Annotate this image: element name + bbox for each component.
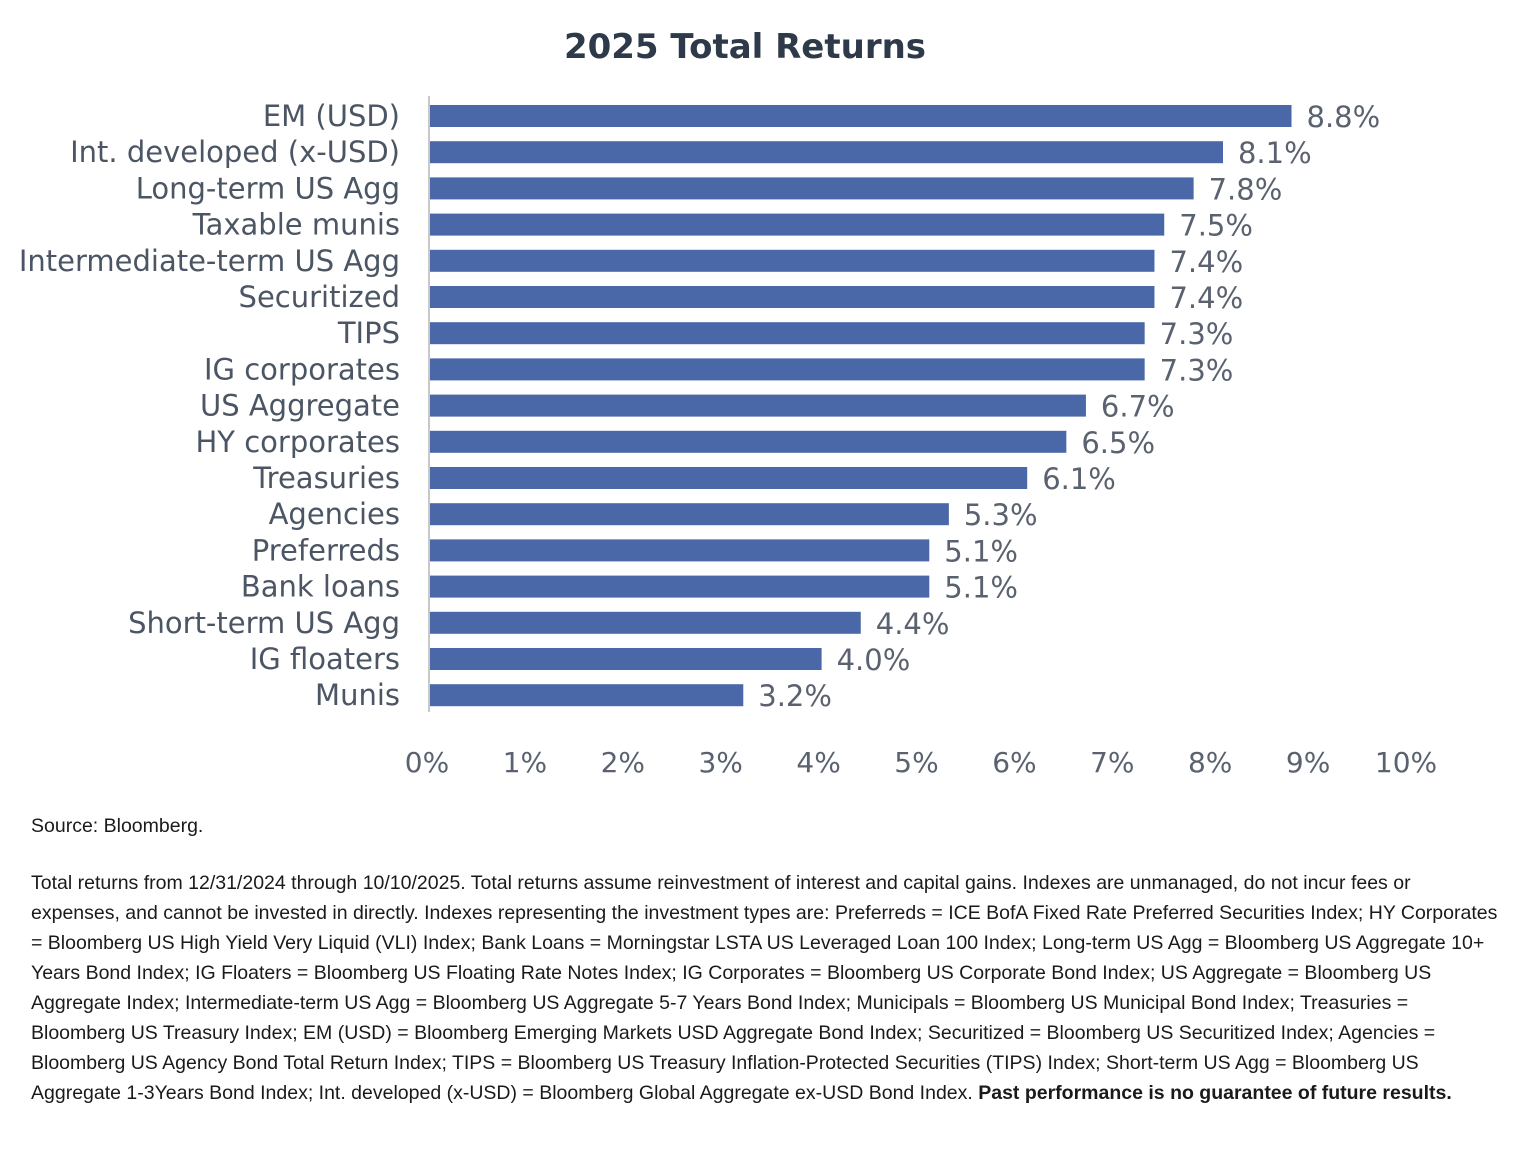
x-tick-label: 8%	[1188, 746, 1232, 779]
x-tick-label: 6%	[992, 746, 1036, 779]
value-label: 7.8%	[1209, 172, 1283, 206]
category-label: IG corporates	[204, 352, 400, 386]
value-label: 7.4%	[1169, 245, 1243, 279]
value-label: 6.7%	[1101, 390, 1175, 424]
value-label: 6.1%	[1042, 462, 1116, 496]
bar	[430, 141, 1223, 164]
category-label: Long-term US Agg	[136, 171, 400, 205]
category-label: Preferreds	[252, 533, 400, 567]
category-label: EM (USD)	[263, 99, 400, 133]
disclaimer-text: Past performance is no guarantee of futu…	[978, 1082, 1452, 1104]
x-tick-label: 3%	[698, 746, 742, 779]
bar	[430, 322, 1145, 345]
value-label: 7.4%	[1169, 281, 1243, 315]
bar	[430, 249, 1155, 272]
category-label: Taxable munis	[192, 208, 400, 242]
x-tick-label: 7%	[1090, 746, 1134, 779]
footnote-paragraph: Total returns from 12/31/2024 through 10…	[31, 868, 1501, 1108]
category-label: TIPS	[337, 316, 400, 350]
category-label: Agencies	[269, 497, 400, 531]
value-label: 3.2%	[758, 679, 832, 713]
bar	[430, 286, 1155, 308]
bar	[430, 177, 1194, 200]
bar-chart: 2025 Total Returns EM (USD) 8.8% Int. deve…	[19, 27, 1437, 779]
bar	[430, 467, 1028, 489]
footnote-text: Total returns from 12/31/2024 through 10…	[31, 872, 1498, 1104]
category-label: Munis	[315, 678, 400, 712]
value-label: 4.0%	[837, 643, 911, 677]
value-label: 7.3%	[1160, 353, 1234, 387]
bar	[430, 213, 1165, 236]
x-tick-label: 0%	[405, 746, 449, 779]
category-label: Securitized	[239, 280, 400, 314]
x-tick-label: 1%	[503, 746, 547, 779]
value-label: 8.8%	[1307, 100, 1381, 134]
value-label: 5.1%	[944, 571, 1018, 605]
value-label: 7.3%	[1160, 317, 1234, 351]
bar	[430, 539, 930, 562]
category-label: Bank loans	[241, 570, 400, 604]
value-label: 4.4%	[876, 607, 950, 641]
bar	[430, 684, 744, 707]
source-note: Source: Bloomberg.	[31, 815, 204, 837]
x-tick-label: 5%	[894, 746, 938, 779]
bar	[430, 648, 822, 670]
bars-layer: EM (USD) 8.8% Int. developed (x-USD) 8.1% Lo…	[19, 99, 1380, 713]
x-tick-label: 9%	[1286, 746, 1330, 779]
value-label: 6.5%	[1081, 426, 1155, 460]
category-label: US Aggregate	[200, 389, 400, 423]
bar	[430, 430, 1067, 453]
value-label: 8.1%	[1238, 136, 1312, 170]
bar	[430, 394, 1086, 417]
chart-title: 2025 Total Returns	[564, 27, 926, 67]
bar	[430, 358, 1145, 381]
value-label: 5.3%	[964, 498, 1038, 532]
bar	[430, 105, 1292, 127]
x-tick-label: 2%	[601, 746, 645, 779]
bar	[430, 503, 949, 526]
bar	[430, 575, 930, 598]
value-label: 7.5%	[1179, 209, 1253, 243]
x-axis-ticks: 0% 1% 2% 3% 4% 5% 6% 7% 8% 9% 10%	[405, 746, 1437, 779]
category-label: Int. developed (x-USD)	[70, 135, 400, 169]
category-label: IG floaters	[250, 642, 400, 676]
category-label: Treasuries	[252, 461, 400, 495]
bar	[430, 611, 861, 634]
x-tick-label: 4%	[796, 746, 840, 779]
category-label: HY corporates	[195, 425, 400, 459]
category-label: Short-term US Agg	[128, 606, 400, 640]
x-tick-label: 10%	[1375, 746, 1437, 779]
category-label: Intermediate-term US Agg	[19, 244, 400, 278]
value-label: 5.1%	[944, 534, 1018, 568]
